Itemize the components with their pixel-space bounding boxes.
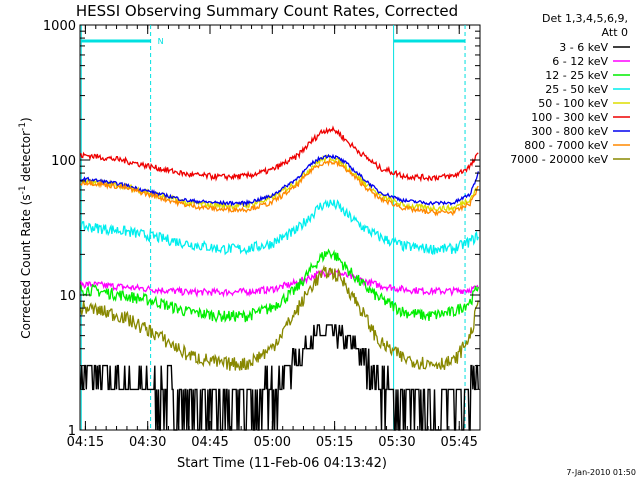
x-tick-label-0530: 05:30 [378,435,415,450]
legend-label-5: 100 - 300 keV [531,111,608,124]
y-tick-label-100: 100 [51,154,76,169]
chart-title: HESSI Observing Summary Count Rates, Cor… [76,2,458,20]
x-tick-label-0545: 05:45 [440,435,477,450]
x-tick-label-0415: 04:15 [67,435,104,450]
legend-label-0: 3 - 6 keV [559,41,608,54]
y-tick-label-1000: 1000 [43,19,76,34]
series-6-12keV-line [80,269,479,298]
legend-header-line1: Det 1,3,4,5,6,9, [542,12,628,25]
legend-label-1: 6 - 12 keV [552,55,608,68]
x-tick-label-0445: 04:45 [191,435,228,450]
legend-label-8: 7000 - 20000 keV [510,153,608,166]
legend-header-line2: Att 0 [602,26,628,39]
y-tick-label-10: 10 [59,289,76,304]
y-axis-label: Corrected Count Rate (s-1 detector-1) [18,117,33,338]
x-tick-label-0515: 05:15 [316,435,353,450]
annotation-n: N [158,37,164,46]
x-tick-label-0430: 04:30 [129,435,166,450]
legend-label-3: 25 - 50 keV [545,83,608,96]
x-axis-ticks: 04:15 04:30 04:45 05:00 05:15 05:30 05:45 [67,25,481,450]
night-markers: N [80,25,466,430]
series-12-25keV-line [80,248,479,324]
footer-timestamp: 7-Jan-2010 01:50 [566,468,636,477]
series-25-50keV-line [80,199,479,256]
series-800-7000keV-line [80,158,479,217]
plot-frame [79,24,481,431]
legend-label-2: 12 - 25 keV [545,69,608,82]
series-300-800keV-line [80,153,479,208]
series-group [80,125,479,431]
legend-label-7: 800 - 7000 keV [524,139,608,152]
series-7000-20000keV-line [80,264,479,371]
y-axis-ticks: 1 10 100 1000 [43,19,480,439]
series-3-6keV-line [80,324,479,431]
legend-label-6: 300 - 800 keV [531,125,608,138]
y-tick-label-1: 1 [68,424,76,439]
legend-label-4: 50 - 100 keV [538,97,608,110]
x-axis-label: Start Time (11-Feb-06 04:13:42) [177,456,387,471]
series-100-300keV-line [80,125,479,183]
x-tick-label-0500: 05:00 [254,435,291,450]
